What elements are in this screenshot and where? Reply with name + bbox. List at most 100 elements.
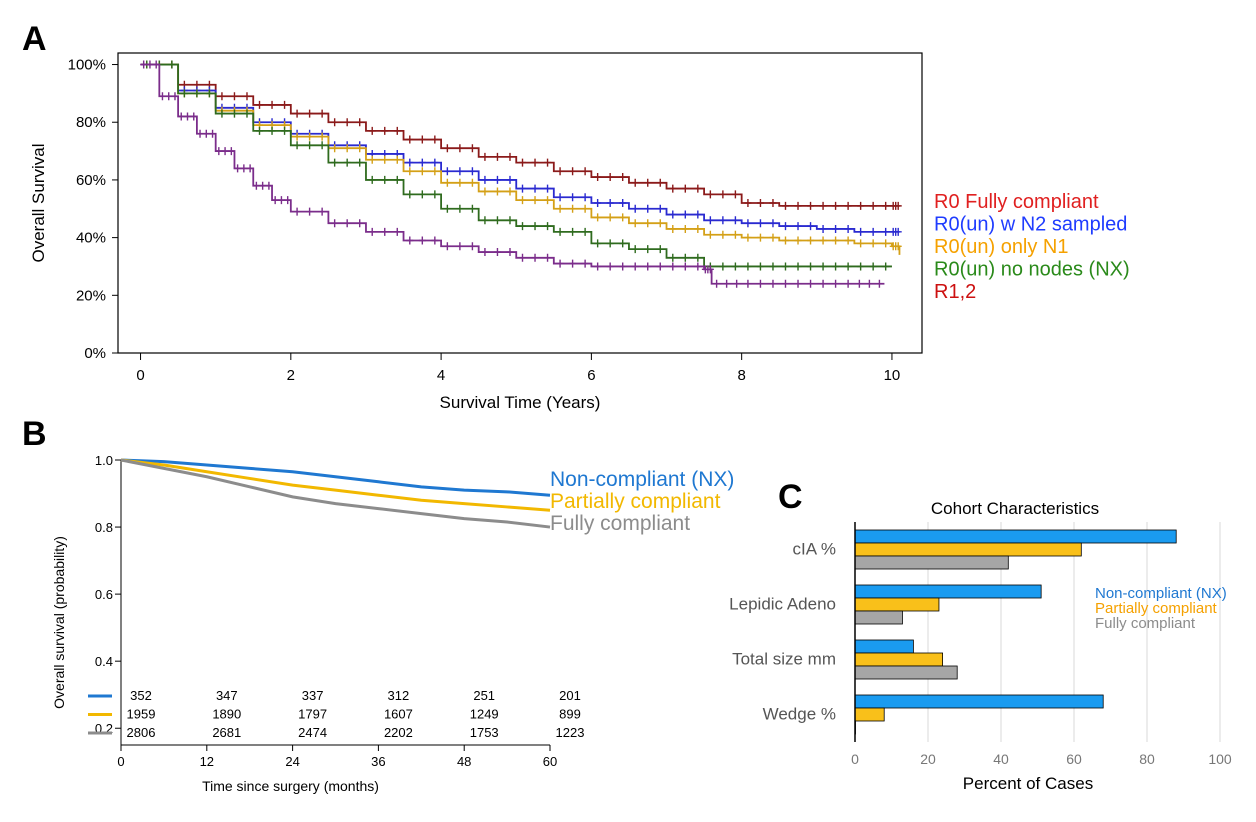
panel-a-censor-mark [781, 279, 789, 288]
panel-a-censor-mark [293, 132, 301, 141]
panel-a-censor-mark [807, 222, 815, 231]
panel-a-frame [117, 52, 923, 354]
panel-a-censor-mark [318, 207, 326, 216]
panel-c-bar [854, 555, 1009, 570]
panel-a-censor-mark [857, 227, 865, 236]
panel-c-category-label: Lepidic Adeno [729, 595, 836, 614]
panel-a-censor-mark [882, 262, 890, 271]
panel-a-censor-mark [531, 158, 539, 167]
panel-a-censor-mark [343, 219, 351, 228]
panel-a-censor-marks-3 [143, 60, 890, 271]
panel-a-censor-mark [894, 227, 902, 236]
panel-a-censor-mark [506, 187, 514, 196]
panel-a-censor-mark [581, 193, 589, 202]
panel-a-censor-mark [544, 158, 552, 167]
panel-b-risk-count: 1223 [556, 725, 585, 740]
panel-a-censor-mark [431, 190, 439, 199]
panel-a-censor-mark [594, 199, 602, 207]
panel-a-censor-mark [631, 262, 639, 271]
panel-a-censor-mark [531, 253, 539, 262]
panel-a-censor-mark [381, 227, 389, 236]
panel-a-censor-mark [556, 167, 564, 176]
panel-a-censor-mark [857, 262, 865, 271]
panel-a-censor-mark [644, 204, 652, 213]
panel-a-censor-mark [875, 279, 883, 288]
panel-a-x-tick-label: 8 [737, 367, 745, 384]
panel-a-censor-mark [481, 175, 489, 184]
panel-b-legend-item: Partially compliant [550, 490, 721, 513]
panel-a-censor-mark [331, 144, 339, 153]
panel-a-censor-mark [468, 242, 476, 251]
panel-a-censor-mark [443, 242, 451, 251]
panel-a-censor-mark [694, 253, 702, 262]
panel-c-bar [854, 584, 1042, 599]
panel-a-censor-mark [277, 196, 285, 205]
panel-b-y-tick-label: 0.6 [95, 587, 113, 602]
panel-a-censor-mark [356, 144, 364, 153]
panel-a-censor-mark [519, 158, 527, 167]
panel-a-censor-mark [656, 262, 664, 271]
panel-a-censor-marks-2 [143, 60, 902, 251]
panel-a-censor-mark [869, 201, 877, 210]
panel-a-censor-mark [506, 175, 514, 184]
panel-c-category-label: Total size mm [732, 650, 836, 669]
panel-a-censor-mark [706, 230, 714, 239]
panel-a-censor-mark [443, 144, 451, 153]
panel-a-censor-mark [556, 204, 564, 213]
panel-b-risk-count: 1753 [470, 725, 499, 740]
panel-b-legend-item: Fully compliant [550, 512, 690, 535]
panel-a-censor-mark [756, 219, 764, 228]
panel-a-censor-mark [506, 152, 514, 161]
panel-a-censor-mark [431, 167, 439, 176]
panel-a-censor-mark [594, 239, 602, 248]
panel-a-censor-mark [781, 262, 789, 271]
panel-a-censor-mark [744, 262, 752, 271]
panel-a-censor-mark [431, 158, 439, 167]
panel-a-censor-mark [681, 253, 689, 262]
panel-a-censor-mark [681, 224, 689, 233]
panel-c-bar [854, 707, 885, 722]
panel-a-censor-mark [719, 190, 727, 199]
panel-b-risk-count: 1249 [470, 707, 499, 722]
panel-a-censor-mark [493, 216, 501, 225]
panel-b-x-tick-label: 36 [371, 754, 385, 769]
panel-a-censor-mark [544, 222, 552, 231]
panel-a-censor-mark [243, 92, 251, 101]
panel-a-censor-mark [506, 248, 514, 257]
panel-b-x-tick-label: 60 [543, 754, 557, 769]
panel-a-censor-mark [418, 236, 426, 245]
panel-b-series-line-1 [120, 458, 551, 512]
panel-c-bar [854, 610, 903, 625]
panel-a-censor-mark [731, 216, 739, 225]
panel-a-censor-mark [631, 219, 639, 228]
panel-a-censor-mark [293, 141, 301, 150]
panel-a-censor-mark [184, 112, 192, 121]
panel-a-series-line-3 [140, 63, 892, 268]
panel-a-legend-item: R0(un) only N1 [934, 236, 1069, 258]
panel-a-censor-mark [756, 262, 764, 271]
panel-a-censor-mark [794, 222, 802, 231]
panel-a-censor-mark [681, 184, 689, 193]
panel-a-legend-item: R0(un) no nodes (NX) [934, 259, 1130, 281]
panel-a-censor-mark [644, 245, 652, 254]
panel-a-censor-mark [807, 279, 815, 288]
panel-a-y-tick-label: 40% [76, 230, 106, 247]
panel-a-censor-mark [243, 109, 251, 118]
panel-a-censor-mark [756, 199, 764, 207]
panel-a-censor-mark [882, 201, 890, 210]
panel-b-ticks: 0 12 24 36 48 600.20.40.60.81.0 [95, 453, 557, 769]
panel-b-risk-count: 201 [559, 688, 581, 703]
panel-a-censor-mark [819, 262, 827, 271]
panel-a-censor-mark [681, 210, 689, 219]
panel-a-censor-mark [656, 204, 664, 213]
panel-a-censor-marks-1 [143, 60, 902, 236]
panel-a-legend-item: R0 Fully compliant [934, 191, 1099, 213]
panel-a-censor-mark [158, 92, 166, 101]
panel-a-censor-mark [519, 196, 527, 205]
panel-a-censor-mark [318, 141, 326, 150]
panel-a-censor-mark [819, 279, 827, 288]
panel-a-censor-mark [230, 92, 238, 101]
panel-a-censor-mark [456, 178, 464, 187]
panel-a-censor-mark [393, 227, 401, 236]
